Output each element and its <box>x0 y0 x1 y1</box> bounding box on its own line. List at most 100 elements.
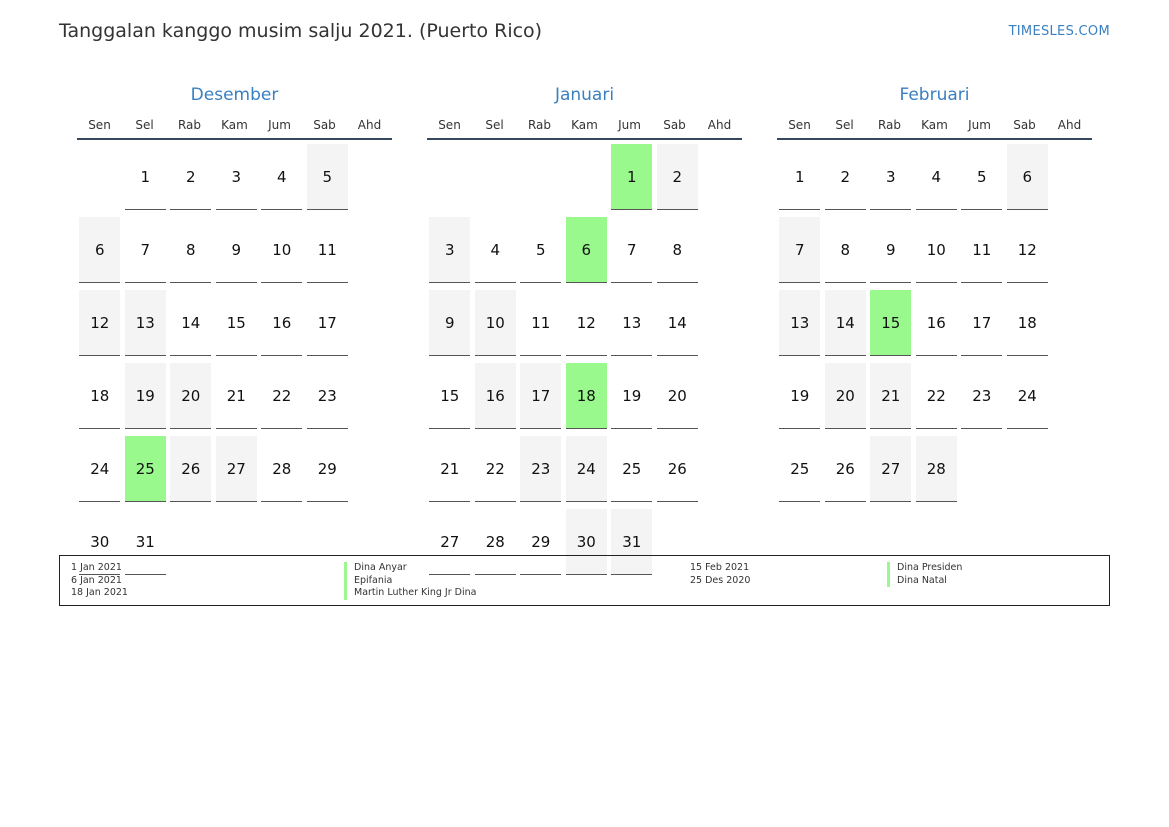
legend-holiday-name: Epifania <box>344 574 476 587</box>
weekday-header: Sen Sel Rab Kam Jum Sab Ahd <box>777 116 1092 140</box>
day-cell: 16 <box>915 290 957 356</box>
weekday-label: Sel <box>135 118 154 132</box>
legend-names-right: Dina Presiden Dina Natal <box>887 562 962 587</box>
day-cell: 7 <box>124 217 166 283</box>
day-cell: 21 <box>429 436 471 502</box>
day-cell: 9 <box>870 217 912 283</box>
day-cell: 13 <box>779 290 821 356</box>
legend-holiday-name: Martin Luther King Jr Dina <box>344 587 476 600</box>
legend-date: 15 Feb 2021 <box>690 562 750 573</box>
day-cell: 28 <box>261 436 303 502</box>
day-cell-holiday: 15 <box>870 290 912 356</box>
month-desember: Desember Sen Sel Rab Kam Jum Sab Ahd 1 2 3 4 5 6 7 8 9 10… <box>77 84 392 582</box>
day-cell: 30 <box>565 509 607 575</box>
day-cell: 27 <box>215 436 257 502</box>
weekday-label: Ahd <box>1057 118 1082 132</box>
weekday-header: Sen Sel Rab Kam Jum Sab Ahd <box>77 116 392 140</box>
day-cell: 19 <box>611 363 653 429</box>
weekday-header: Sen Sel Rab Kam Jum Sab Ahd <box>427 116 742 140</box>
weekday-label: Sab <box>313 118 336 132</box>
day-cell: 19 <box>779 363 821 429</box>
day-cell: 14 <box>656 290 698 356</box>
day-cell: 1 <box>124 144 166 210</box>
day-cell: 3 <box>870 144 912 210</box>
day-cell-empty <box>429 144 470 210</box>
day-cell: 23 <box>961 363 1003 429</box>
page-title: Tanggalan kanggo musim salju 2021. (Puer… <box>59 20 543 42</box>
day-cell: 3 <box>429 217 471 283</box>
day-cell: 24 <box>1006 363 1048 429</box>
day-cell: 17 <box>520 363 562 429</box>
weekday-label: Sel <box>485 118 504 132</box>
day-cell: 26 <box>170 436 212 502</box>
weekday-label: Jum <box>268 118 291 132</box>
month-name: Desember <box>190 85 279 105</box>
day-cell: 15 <box>429 363 471 429</box>
day-cell: 23 <box>520 436 562 502</box>
day-cell: 15 <box>215 290 257 356</box>
month-januari: Januari Sen Sel Rab Kam Jum Sab Ahd 1 2 3 4 5 6 7 8 9 10 1… <box>427 84 742 582</box>
month-name: Januari <box>554 85 615 105</box>
day-cell: 24 <box>565 436 607 502</box>
weekday-label: Sel <box>835 118 854 132</box>
weekday-label: Kam <box>921 118 948 132</box>
day-cell: 7 <box>611 217 653 283</box>
day-cell: 25 <box>611 436 653 502</box>
day-cell: 12 <box>1006 217 1048 283</box>
legend-holiday-name: Dina Anyar <box>344 562 476 575</box>
day-cell: 2 <box>170 144 212 210</box>
day-cell: 21 <box>215 363 257 429</box>
legend-dates-right: 15 Feb 2021 25 Des 2020 <box>690 562 750 587</box>
day-cell: 27 <box>429 509 471 575</box>
day-cell: 11 <box>520 290 562 356</box>
day-cell: 12 <box>565 290 607 356</box>
weekday-label: Ahd <box>707 118 732 132</box>
day-cell-holiday: 6 <box>565 217 607 283</box>
day-cell: 17 <box>961 290 1003 356</box>
day-cell: 29 <box>520 509 562 575</box>
legend-dates-left: 1 Jan 2021 6 Jan 2021 18 Jan 2021 <box>71 562 128 600</box>
day-cell: 27 <box>870 436 912 502</box>
legend-date: 25 Des 2020 <box>690 574 751 586</box>
weekday-label: Rab <box>177 118 202 132</box>
day-cell: 25 <box>779 436 821 502</box>
day-cell: 5 <box>520 217 562 283</box>
day-cell: 23 <box>306 363 348 429</box>
day-cell: 26 <box>656 436 698 502</box>
day-cell-holiday: 18 <box>565 363 607 429</box>
day-cell: 22 <box>474 436 516 502</box>
brand-link[interactable]: TIMESLES.COM <box>1008 24 1110 39</box>
day-cell: 14 <box>170 290 212 356</box>
weekday-label: Sen <box>88 118 111 132</box>
day-cell: 20 <box>170 363 212 429</box>
day-cell: 2 <box>656 144 698 210</box>
holiday-legend: 1 Jan 2021 6 Jan 2021 18 Jan 2021 Dina Any… <box>59 555 1110 606</box>
day-cell-empty <box>79 144 120 210</box>
day-cell: 28 <box>474 509 516 575</box>
day-cell: 6 <box>79 217 121 283</box>
day-cell: 29 <box>306 436 348 502</box>
day-cell: 17 <box>306 290 348 356</box>
day-cell: 18 <box>79 363 121 429</box>
day-cell: 22 <box>915 363 957 429</box>
day-grid: 1 2 3 4 5 6 7 8 9 10 11 12 13 14 15 16 17 18 19 20 21 22 23 24 2… <box>77 144 392 582</box>
day-cell: 10 <box>261 217 303 283</box>
month-februari: Februari Sen Sel Rab Kam Jum Sab Ahd 1 2 3 4 5 6 7 8 9 10… <box>777 84 1092 509</box>
day-cell-empty <box>520 144 561 210</box>
day-cell: 20 <box>824 363 866 429</box>
day-cell: 4 <box>915 144 957 210</box>
legend-date: 6 Jan 2021 <box>71 574 122 586</box>
day-cell: 8 <box>170 217 212 283</box>
weekday-label: Sab <box>663 118 686 132</box>
day-cell: 14 <box>824 290 866 356</box>
day-cell: 8 <box>824 217 866 283</box>
day-cell: 16 <box>261 290 303 356</box>
day-cell: 13 <box>611 290 653 356</box>
weekday-label: Kam <box>221 118 248 132</box>
weekday-label: Rab <box>527 118 552 132</box>
weekday-label: Sen <box>438 118 461 132</box>
legend-names-left: Dina Anyar Epifania Martin Luther King Jr … <box>344 562 476 600</box>
day-cell: 10 <box>915 217 957 283</box>
day-grid: 1 2 3 4 5 6 7 8 9 10 11 12 13 14 15 16 17 18 19 20 21 22 23 24 2… <box>427 144 742 582</box>
day-cell-holiday: 1 <box>611 144 653 210</box>
